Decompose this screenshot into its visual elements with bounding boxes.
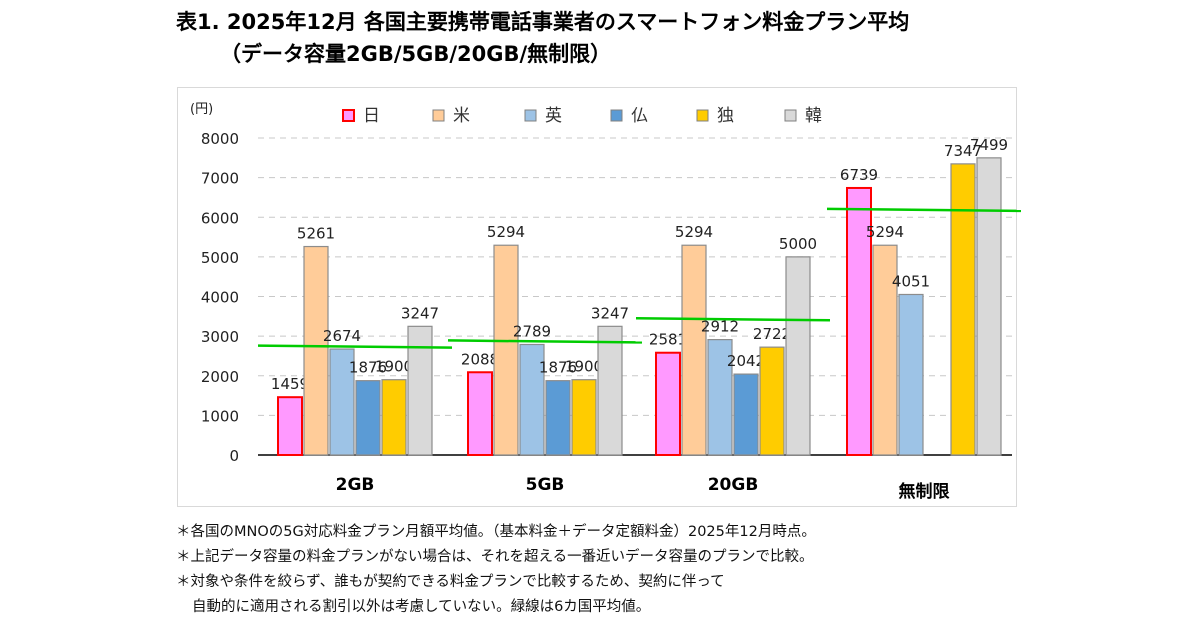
average-line-5GB xyxy=(447,339,643,344)
y-tick-label: 4000 xyxy=(201,289,239,307)
footnote: ＊各国のMNOの5G対応料金プラン月額平均値。（基本料金＋データ定額料金）202… xyxy=(176,524,816,540)
bar-2GB-独 xyxy=(381,379,407,456)
bar-5GB-韓 xyxy=(597,325,623,456)
data-label: 5294 xyxy=(675,223,713,241)
y-tick-label: 1000 xyxy=(201,407,239,425)
y-tick-label: 0 xyxy=(229,447,239,465)
data-label: 1876 xyxy=(349,359,387,377)
y-tick-label: 8000 xyxy=(201,130,239,148)
chart-title: 表1. 2025年12月 各国主要携帯電話事業者のスマートフォン料金プラン平均 xyxy=(176,10,910,34)
legend-swatch-仏 xyxy=(610,109,623,122)
bar-2GB-英 xyxy=(329,348,355,456)
legend-label: 韓 xyxy=(805,106,822,126)
data-label: 5294 xyxy=(487,223,525,241)
bar-2GB-韓 xyxy=(407,325,433,456)
bar-無制限-英 xyxy=(898,293,924,456)
bar-5GB-英 xyxy=(519,343,545,456)
data-label: 5000 xyxy=(779,235,817,253)
data-label: 1876 xyxy=(539,359,577,377)
chart-subtitle: （データ容量2GB/5GB/20GB/無制限） xyxy=(220,42,612,66)
bar-20GB-独 xyxy=(759,346,785,456)
chart-area xyxy=(177,87,1017,507)
legend-label: 米 xyxy=(453,106,470,126)
bar-無制限-独 xyxy=(950,163,976,456)
bar-20GB-米 xyxy=(681,244,707,456)
legend-label: 独 xyxy=(717,106,734,126)
legend-label: 仏 xyxy=(631,106,648,126)
bar-5GB-仏 xyxy=(545,380,571,456)
y-axis-unit-label: (円) xyxy=(190,102,213,117)
bar-2GB-仏 xyxy=(355,380,381,456)
data-label: 4051 xyxy=(892,272,930,290)
data-label: 3247 xyxy=(401,304,439,322)
data-label: 1459 xyxy=(271,375,309,393)
data-label: 7499 xyxy=(970,136,1008,154)
footnote: ＊対象や条件を絞らず、誰もが契約できる料金プランで比較するため、契約に伴って xyxy=(176,574,725,590)
bar-2GB-日 xyxy=(277,396,303,457)
footnote: 自動的に適用される割引以外は考慮していない。緑線は6カ国平均値。 xyxy=(192,599,651,615)
data-label: 1900 xyxy=(375,358,413,376)
y-tick-label: 3000 xyxy=(201,328,239,346)
data-label: 2581 xyxy=(649,331,687,349)
bar-無制限-韓 xyxy=(976,157,1002,456)
data-label: 6739 xyxy=(840,166,878,184)
y-tick-label: 6000 xyxy=(201,209,239,227)
average-line-2GB xyxy=(257,344,453,349)
y-tick-label: 7000 xyxy=(201,170,239,188)
average-line-無制限 xyxy=(826,207,1022,213)
bar-20GB-仏 xyxy=(733,373,759,456)
y-tick-label: 5000 xyxy=(201,249,239,267)
legend-swatch-韓 xyxy=(784,109,797,122)
x-tick-label: 20GB xyxy=(708,475,759,495)
data-label: 2088 xyxy=(461,350,499,368)
bar-5GB-日 xyxy=(467,371,493,456)
legend-swatch-米 xyxy=(432,109,445,122)
bar-5GB-米 xyxy=(493,244,519,456)
data-label: 5294 xyxy=(866,223,904,241)
data-label: 2722 xyxy=(753,325,791,343)
data-label: 1900 xyxy=(565,358,603,376)
legend-swatch-日 xyxy=(342,109,355,122)
bar-5GB-独 xyxy=(571,379,597,456)
average-line-20GB xyxy=(635,317,831,322)
x-tick-label: 無制限 xyxy=(899,481,950,502)
legend-swatch-英 xyxy=(524,109,537,122)
footnotes: ＊各国のMNOの5G対応料金プラン月額平均値。（基本料金＋データ定額料金）202… xyxy=(176,520,816,620)
x-tick-label: 2GB xyxy=(336,475,375,495)
legend-label: 日 xyxy=(363,106,380,126)
bar-20GB-韓 xyxy=(785,256,811,456)
bar-20GB-日 xyxy=(655,351,681,456)
legend-label: 英 xyxy=(545,106,562,126)
data-label: 5261 xyxy=(297,225,335,243)
y-tick-label: 2000 xyxy=(201,368,239,386)
data-label: 2674 xyxy=(323,327,361,345)
legend-swatch-独 xyxy=(696,109,709,122)
footnote: ＊上記データ容量の料金プランがない場合は、それを超える一番近いデータ容量のプラン… xyxy=(176,549,814,565)
data-label: 2042 xyxy=(727,352,765,370)
x-tick-label: 5GB xyxy=(526,475,565,495)
bar-無制限-日 xyxy=(846,186,872,456)
bar-20GB-英 xyxy=(707,339,733,456)
data-label: 7347 xyxy=(944,142,982,160)
data-label: 2912 xyxy=(701,318,739,336)
bar-無制限-米 xyxy=(872,244,898,456)
data-label: 3247 xyxy=(591,304,629,322)
bar-2GB-米 xyxy=(303,245,329,456)
data-label: 2789 xyxy=(513,322,551,340)
